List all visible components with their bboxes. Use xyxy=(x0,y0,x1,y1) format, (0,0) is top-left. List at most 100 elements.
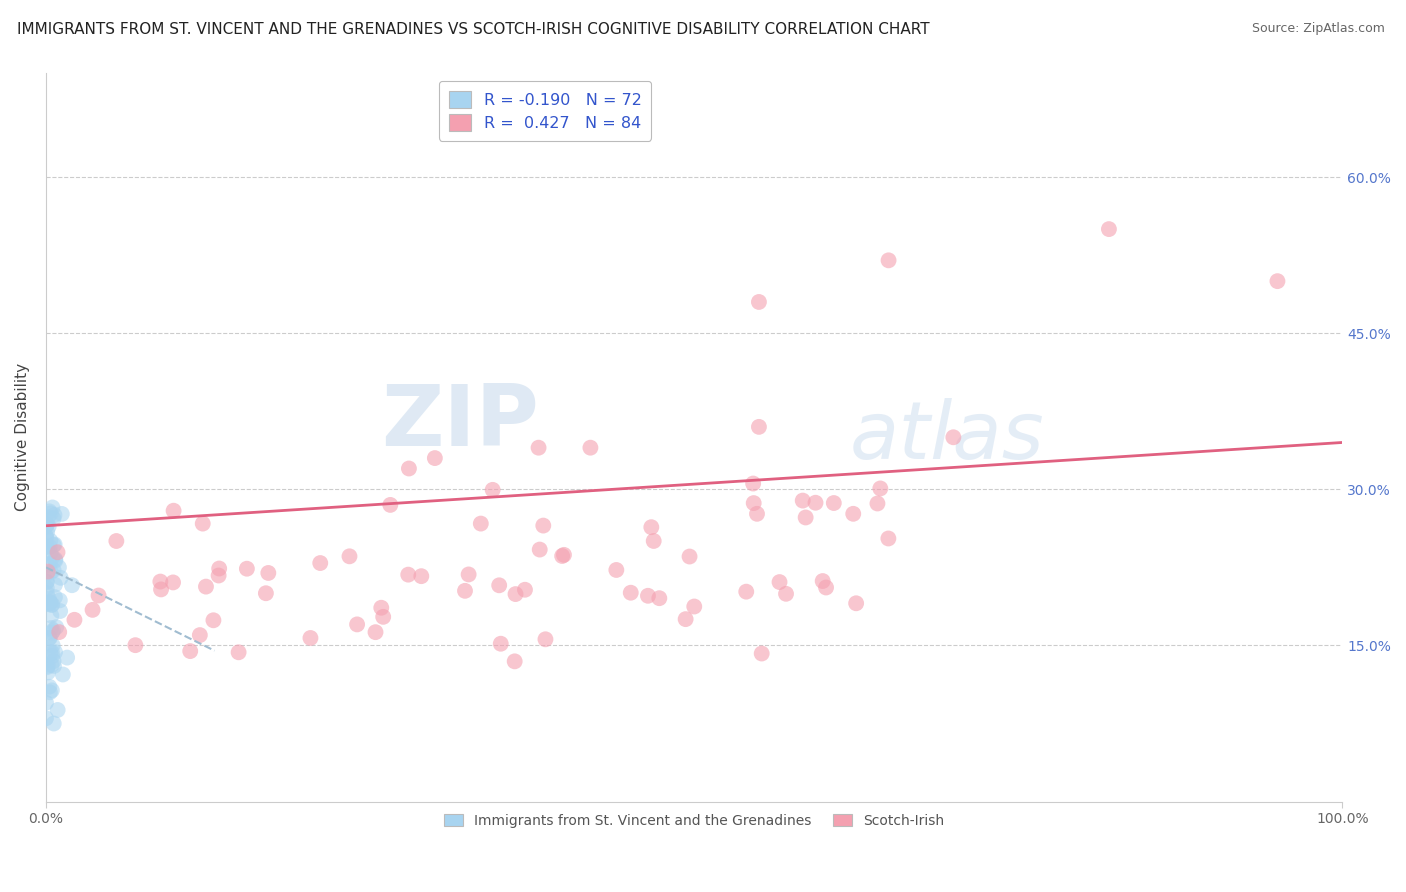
Point xyxy=(35,529,58,543)
Point xyxy=(39,533,62,548)
Point xyxy=(643,533,665,548)
Point xyxy=(42,511,65,525)
Point xyxy=(942,430,965,444)
Point xyxy=(678,549,700,564)
Point xyxy=(396,567,419,582)
Point xyxy=(398,461,420,475)
Point xyxy=(551,549,574,563)
Point xyxy=(637,589,659,603)
Point xyxy=(39,546,62,560)
Point xyxy=(35,581,58,595)
Point xyxy=(38,504,60,518)
Point xyxy=(257,566,280,580)
Point xyxy=(39,566,62,580)
Point xyxy=(35,586,58,600)
Point xyxy=(37,597,59,611)
Point xyxy=(179,644,201,658)
Point xyxy=(49,604,72,618)
Point xyxy=(380,498,402,512)
Point xyxy=(162,504,184,518)
Point xyxy=(488,578,510,592)
Point xyxy=(51,507,73,521)
Point xyxy=(457,567,479,582)
Point xyxy=(37,525,59,540)
Point xyxy=(194,580,217,594)
Point xyxy=(527,441,550,455)
Text: Source: ZipAtlas.com: Source: ZipAtlas.com xyxy=(1251,22,1385,36)
Text: IMMIGRANTS FROM ST. VINCENT AND THE GRENADINES VS SCOTCH-IRISH COGNITIVE DISABIL: IMMIGRANTS FROM ST. VINCENT AND THE GREN… xyxy=(17,22,929,37)
Point xyxy=(38,680,60,694)
Point xyxy=(44,553,66,567)
Point xyxy=(44,645,66,659)
Point xyxy=(149,574,172,589)
Point xyxy=(124,638,146,652)
Point xyxy=(35,540,58,554)
Point xyxy=(44,590,66,604)
Point xyxy=(1098,222,1121,236)
Point xyxy=(44,537,66,551)
Point xyxy=(745,507,768,521)
Point xyxy=(38,519,60,533)
Point xyxy=(41,683,63,698)
Text: atlas: atlas xyxy=(849,398,1045,476)
Point xyxy=(42,624,65,638)
Point xyxy=(41,549,63,564)
Point xyxy=(56,650,79,665)
Point xyxy=(38,631,60,645)
Point xyxy=(44,552,66,566)
Point xyxy=(339,549,361,564)
Point xyxy=(742,496,765,510)
Point xyxy=(41,657,63,672)
Point xyxy=(162,575,184,590)
Point xyxy=(41,598,63,612)
Point xyxy=(37,665,59,680)
Point xyxy=(39,595,62,609)
Point xyxy=(735,584,758,599)
Point xyxy=(35,517,58,532)
Point xyxy=(41,649,63,664)
Point xyxy=(1267,274,1289,288)
Point xyxy=(39,621,62,635)
Point xyxy=(845,596,868,610)
Point xyxy=(42,563,65,577)
Point xyxy=(648,591,671,606)
Point xyxy=(35,518,58,533)
Point xyxy=(842,507,865,521)
Point xyxy=(202,613,225,627)
Point xyxy=(60,578,83,592)
Point xyxy=(46,545,69,559)
Point xyxy=(38,591,60,606)
Point xyxy=(39,507,62,521)
Point xyxy=(811,574,834,588)
Point xyxy=(346,617,368,632)
Point xyxy=(35,566,58,581)
Point xyxy=(41,598,63,612)
Point xyxy=(35,696,58,710)
Point xyxy=(49,593,72,607)
Point xyxy=(37,510,59,524)
Point xyxy=(191,516,214,531)
Point xyxy=(373,610,395,624)
Point xyxy=(866,496,889,510)
Point xyxy=(869,482,891,496)
Point xyxy=(748,295,770,310)
Legend: Immigrants from St. Vincent and the Grenadines, Scotch-Irish: Immigrants from St. Vincent and the Gren… xyxy=(437,806,952,835)
Point xyxy=(207,568,229,582)
Point xyxy=(150,582,173,597)
Point xyxy=(39,645,62,659)
Point xyxy=(37,565,59,579)
Point xyxy=(42,538,65,552)
Point xyxy=(605,563,627,577)
Point xyxy=(45,620,67,634)
Point xyxy=(481,483,503,497)
Point xyxy=(309,556,332,570)
Point xyxy=(823,496,845,510)
Point xyxy=(41,625,63,640)
Point xyxy=(41,646,63,660)
Point xyxy=(411,569,433,583)
Point xyxy=(423,451,446,466)
Point xyxy=(38,631,60,645)
Point xyxy=(105,534,128,549)
Point xyxy=(42,639,65,653)
Point xyxy=(38,685,60,699)
